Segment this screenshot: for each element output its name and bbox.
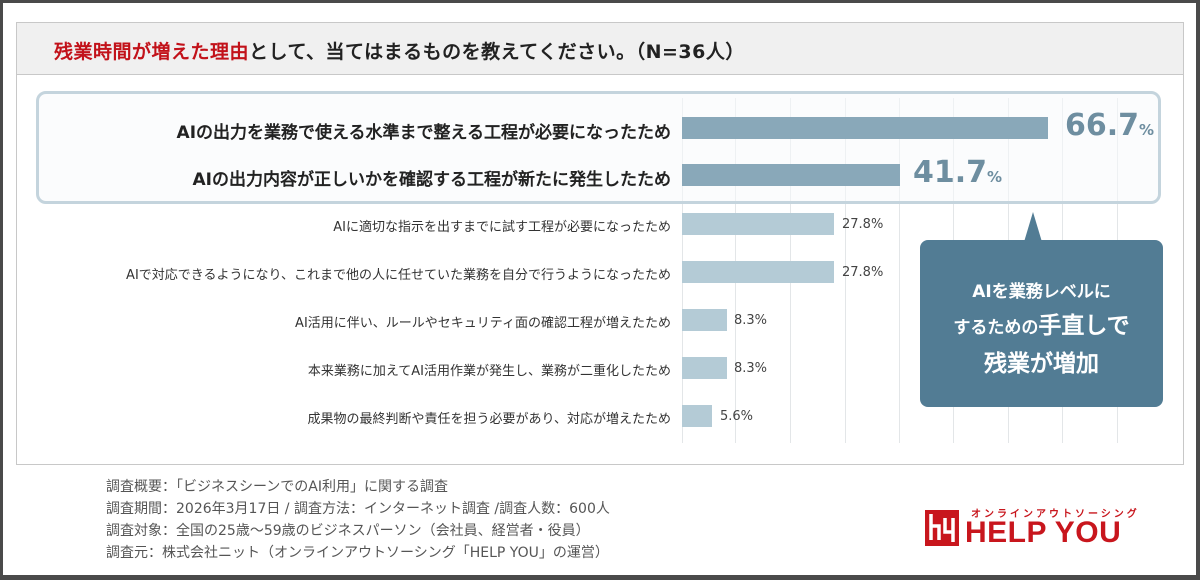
callout-tail bbox=[1024, 212, 1042, 242]
value-label: 27.8% bbox=[842, 265, 884, 280]
bar bbox=[682, 213, 834, 235]
survey-notes: 調査概要：「ビジネスシーンでのAI利用」に関する調査 調査期間：2026年3月1… bbox=[106, 476, 610, 564]
value-label: 66.7% bbox=[1065, 108, 1155, 143]
bar bbox=[682, 309, 727, 331]
grid-line bbox=[899, 98, 900, 443]
row-label: AI活用に伴い、ルールやセキュリティ面の確認工程が増えたため bbox=[295, 316, 671, 331]
note-line: 調査元：株式会社ニット（オンラインアウトソーシング「HELP YOU」の運営） bbox=[106, 545, 609, 561]
title-accent: 残業時間が増えた理由 bbox=[54, 41, 250, 63]
value-label: 8.3% bbox=[734, 313, 768, 328]
row-label: AIの出力内容が正しいかを確認する工程が新たに発生したため bbox=[192, 170, 671, 190]
help-you-logo: オンラインアウトソーシング HELP YOU bbox=[925, 505, 1150, 551]
bar bbox=[682, 164, 900, 186]
grid-line bbox=[845, 98, 846, 443]
callout-line-1: AIを業務レベルに bbox=[972, 282, 1111, 302]
bar bbox=[682, 261, 834, 283]
row-label: AIの出力を業務で使える水準まで整える工程が必要になったため bbox=[176, 123, 671, 143]
row-label: AIに適切な指示を出すまでに試す工程が必要になったため bbox=[333, 220, 671, 235]
value-label: 41.7% bbox=[913, 155, 1003, 190]
logo-subtitle: オンラインアウトソーシング bbox=[971, 509, 1140, 520]
callout-box: AIを業務レベルに するための手直しで 残業が増加 bbox=[920, 240, 1163, 407]
chart-title: 残業時間が増えた理由として、当てはまるものを教えてください。（N=36人） bbox=[54, 37, 745, 64]
bar bbox=[682, 357, 727, 379]
note-line: 調査対象：全国の25歳〜59歳のビジネスパーソン（会社員、経営者・役員） bbox=[106, 523, 590, 539]
logo-wordmark: HELP YOU bbox=[965, 516, 1122, 549]
bar bbox=[682, 405, 712, 427]
value-label: 5.6% bbox=[720, 409, 754, 424]
value-label: 27.8% bbox=[842, 217, 884, 232]
row-label: 成果物の最終判断や責任を担う必要があり、対応が増えたため bbox=[307, 412, 671, 427]
callout-line-2: するための手直しで bbox=[953, 313, 1130, 339]
title-bar: 残業時間が増えた理由として、当てはまるものを教えてください。（N=36人） bbox=[17, 23, 1183, 75]
note-line: 調査概要：「ビジネスシーンでのAI利用」に関する調査 bbox=[106, 479, 449, 495]
bar bbox=[682, 117, 1048, 139]
row-label: 本来業務に加えてAI活用作業が発生し、業務が二重化したため bbox=[307, 364, 671, 379]
logo-mark-icon bbox=[925, 510, 959, 546]
highlight-box bbox=[36, 91, 1161, 204]
page: 残業時間が増えた理由として、当てはまるものを教えてください。（N=36人） AI… bbox=[3, 3, 1196, 575]
value-label: 8.3% bbox=[734, 361, 768, 376]
note-line: 調査期間：2026年3月17日 / 調査方法：インターネット調査 /調査人数：6… bbox=[106, 501, 610, 517]
title-rest: として、当てはまるものを教えてください。（N=36人） bbox=[249, 41, 745, 63]
row-label: AIで対応できるようになり、これまで他の人に任せていた業務を自分で行うようになっ… bbox=[126, 268, 671, 283]
callout-line-3: 残業が増加 bbox=[984, 351, 1099, 377]
